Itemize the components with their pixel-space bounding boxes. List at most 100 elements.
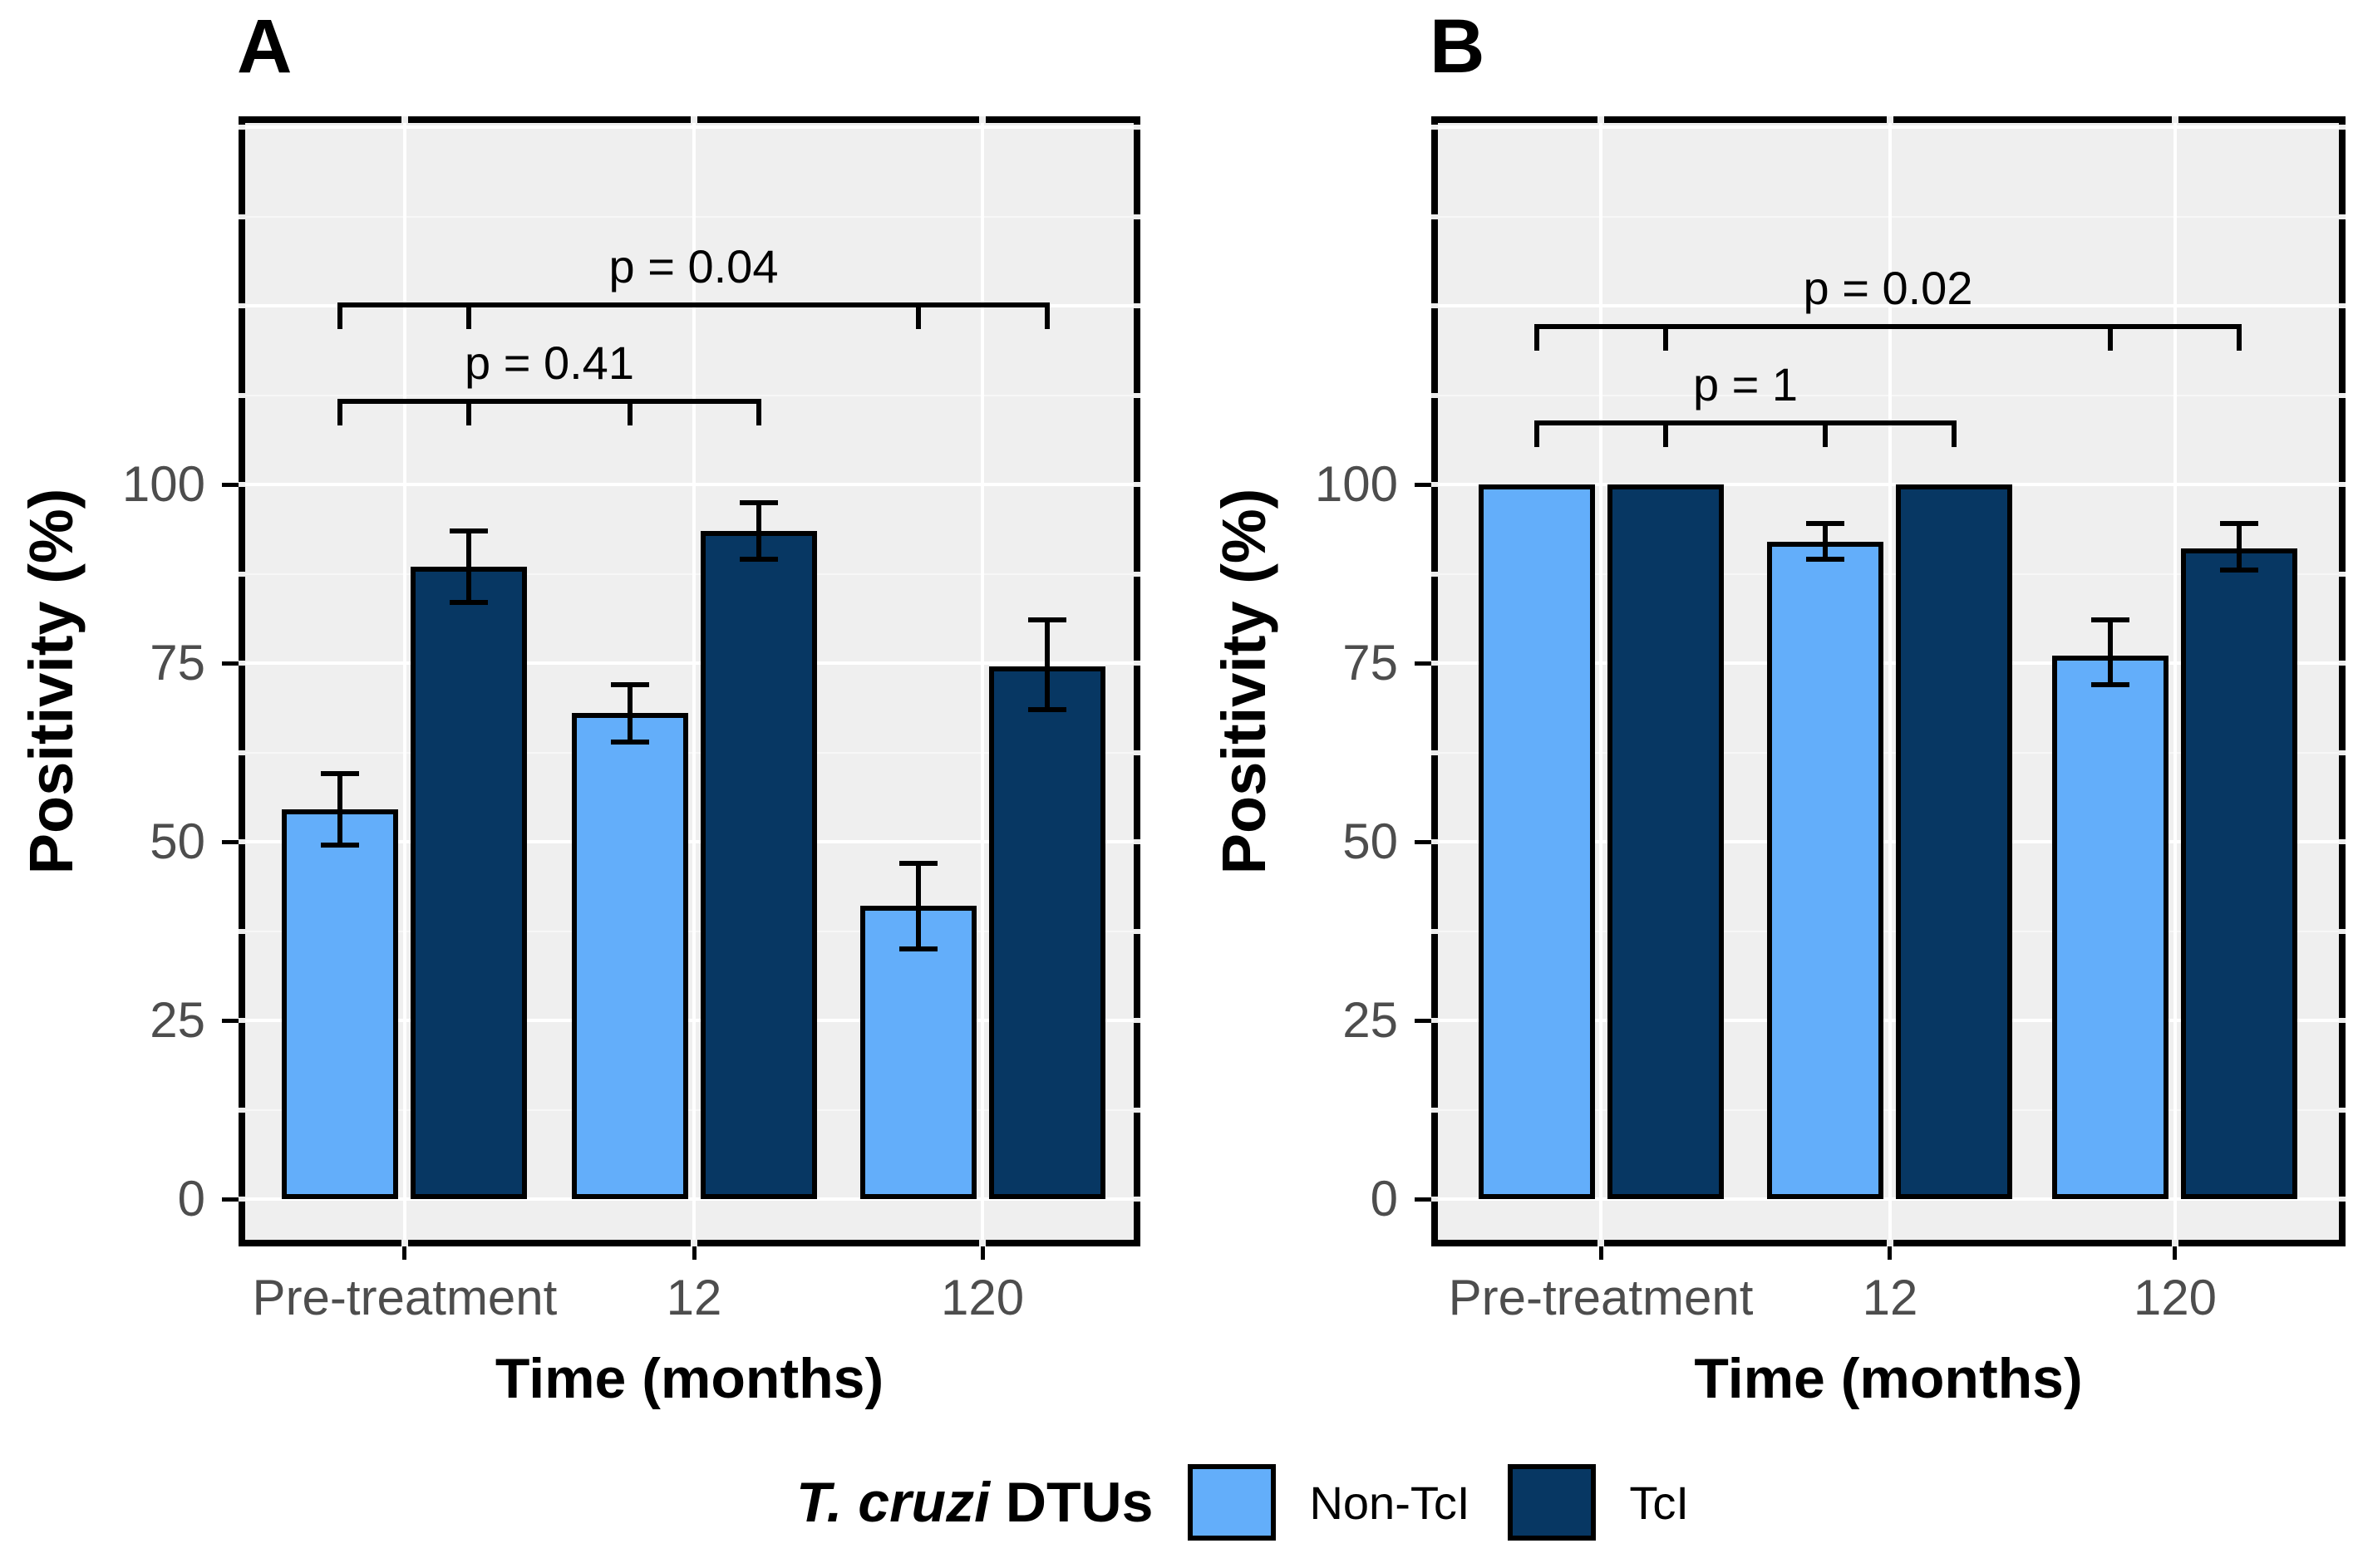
border-gap — [2339, 571, 2346, 577]
border-gap — [1134, 392, 1140, 398]
error-bar-cap — [2220, 568, 2259, 573]
error-bar-cap — [1027, 617, 1066, 623]
y-tick-label: 100 — [1314, 456, 1398, 512]
y-tick-label: 25 — [150, 992, 205, 1048]
gridline-major-vertical — [402, 116, 406, 1246]
error-bar-line — [2237, 523, 2242, 571]
border-gap — [1134, 214, 1140, 219]
p-value-label: p = 0.02 — [1803, 261, 1973, 314]
bar-non-tci-1 — [571, 713, 688, 1199]
gridline-major-vertical — [1888, 116, 1892, 1246]
legend-title-rest: DTUs — [990, 1471, 1154, 1534]
y-axis-tick — [1415, 661, 1431, 666]
significance-bracket-line — [340, 302, 1047, 307]
border-gap — [2339, 303, 2346, 308]
border-gap — [239, 303, 245, 308]
border-gap — [1134, 125, 1140, 130]
border-gap — [1431, 571, 1438, 577]
x-tick-label: 12 — [666, 1270, 722, 1325]
gridline-minor-horizontal — [239, 930, 1140, 932]
legend-title-italic: T. cruzi — [796, 1471, 990, 1534]
bar-non-tci-0 — [1478, 484, 1595, 1199]
x-axis-title-a: Time (months) — [495, 1347, 884, 1410]
significance-bracket-tick — [466, 398, 472, 425]
border-gap — [1597, 116, 1605, 123]
error-bar-line — [2108, 620, 2114, 685]
error-bar-line — [627, 684, 633, 742]
y-axis-tick — [222, 839, 239, 844]
y-axis-tick — [222, 1197, 239, 1202]
legend-swatch-non-tci — [1188, 1464, 1277, 1541]
gridline-major-vertical — [1599, 116, 1603, 1246]
border-gap — [1134, 1197, 1140, 1202]
border-gap — [1431, 125, 1438, 130]
legend-label-tci: TcI — [1629, 1476, 1689, 1529]
panel-border-right — [1134, 116, 1140, 1246]
y-tick-label: 25 — [1342, 992, 1398, 1048]
border-gap — [1134, 482, 1140, 487]
border-gap — [239, 839, 245, 844]
x-axis-tick — [980, 1246, 985, 1260]
x-tick-label: 120 — [2133, 1270, 2217, 1325]
gridline-major-horizontal — [239, 125, 1140, 129]
border-gap — [1134, 1107, 1140, 1113]
bar-tci-1 — [1896, 484, 2013, 1199]
y-tick-label: 75 — [1342, 635, 1398, 691]
border-gap — [1134, 661, 1140, 666]
gridline-major-vertical — [981, 116, 985, 1246]
error-bar-line — [756, 502, 761, 560]
border-gap — [2339, 750, 2346, 755]
gridline-minor-horizontal — [239, 394, 1140, 396]
significance-bracket-tick — [1044, 302, 1050, 329]
gridline-major-horizontal — [239, 661, 1140, 665]
significance-bracket-tick — [1662, 323, 1668, 351]
significance-bracket-tick — [627, 398, 633, 425]
error-bar-cap — [1027, 706, 1066, 712]
panel-border-right — [2339, 116, 2346, 1246]
y-axis-tick — [1415, 482, 1431, 487]
border-gap — [2339, 392, 2346, 398]
bar-tci-1 — [700, 530, 817, 1199]
border-gap — [239, 928, 245, 934]
error-bar-cap — [898, 860, 938, 866]
gridline-major-vertical — [692, 116, 697, 1246]
x-axis-tick — [692, 1246, 697, 1260]
significance-bracket-line — [340, 398, 759, 404]
x-axis-tick — [2173, 1246, 2178, 1260]
significance-bracket-tick — [466, 302, 472, 329]
border-gap — [1134, 571, 1140, 577]
y-axis-tick — [222, 482, 239, 487]
border-gap — [2171, 1240, 2178, 1246]
panel-border-top — [239, 116, 1140, 123]
error-bar-line — [1044, 620, 1050, 710]
border-gap — [239, 1018, 245, 1023]
bar-non-tci-2 — [2052, 656, 2169, 1199]
border-gap — [1431, 928, 1438, 934]
x-axis-tick — [402, 1246, 407, 1260]
y-tick-label: 100 — [121, 456, 205, 512]
p-value-label: p = 0.04 — [608, 240, 779, 293]
border-gap — [1886, 116, 1893, 123]
panel-border-bottom — [239, 1240, 1140, 1246]
error-bar-cap — [610, 681, 649, 687]
border-gap — [2339, 482, 2346, 487]
error-bar-cap — [739, 499, 778, 505]
border-gap — [239, 482, 245, 487]
significance-bracket-tick — [756, 398, 761, 425]
border-gap — [1431, 214, 1438, 219]
error-bar-line — [1823, 523, 1829, 560]
significance-bracket-tick — [1533, 323, 1539, 351]
y-tick-label: 0 — [1370, 1171, 1398, 1226]
significance-bracket-tick — [915, 302, 921, 329]
border-gap — [239, 571, 245, 577]
border-gap — [1886, 1240, 1893, 1246]
x-tick-label: Pre-treatment — [1448, 1270, 1754, 1325]
border-gap — [239, 392, 245, 398]
gridline-major-horizontal — [239, 483, 1140, 486]
gridline-minor-horizontal — [239, 1108, 1140, 1111]
legend-title: T. cruzi DTUs — [796, 1470, 1153, 1535]
border-gap — [239, 214, 245, 219]
y-axis-tick — [1415, 839, 1431, 844]
x-tick-label: 12 — [1862, 1270, 1918, 1325]
